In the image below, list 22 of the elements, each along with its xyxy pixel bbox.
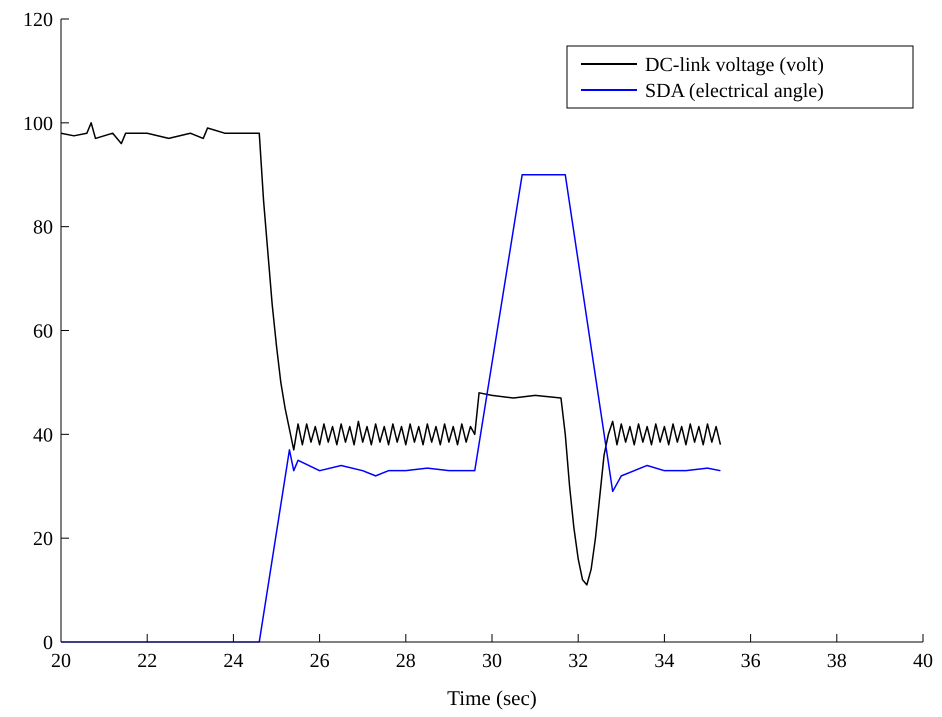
line-series [60,174,722,643]
x-tick-label: 34 [654,650,674,672]
x-tick-label: 24 [223,650,244,672]
y-tick-label: 60 [33,320,53,342]
x-tick-label: 38 [826,650,847,672]
y-tick-label: 120 [23,9,53,31]
x-tick-label: 32 [568,650,588,672]
x-tick-label: 26 [310,650,330,672]
y-tick-label: 20 [33,528,53,550]
x-tick-label: 22 [137,650,158,672]
x-tick-label: 40 [913,650,933,672]
x-tick-label: 36 [740,650,761,672]
legend-label: DC-link voltage (volt) [645,54,824,76]
y-tick-label: 40 [33,424,53,446]
x-axis-title: Time (sec) [447,686,537,710]
y-tick-label: 100 [23,112,53,135]
x-tick-label: 30 [482,650,502,672]
x-tick-label: 28 [396,650,416,672]
y-tick-label: 80 [33,216,53,239]
y-tick-label: 0 [43,632,53,654]
x-tick-label: 20 [51,650,71,672]
legend-label: SDA (electrical angle) [645,80,824,102]
